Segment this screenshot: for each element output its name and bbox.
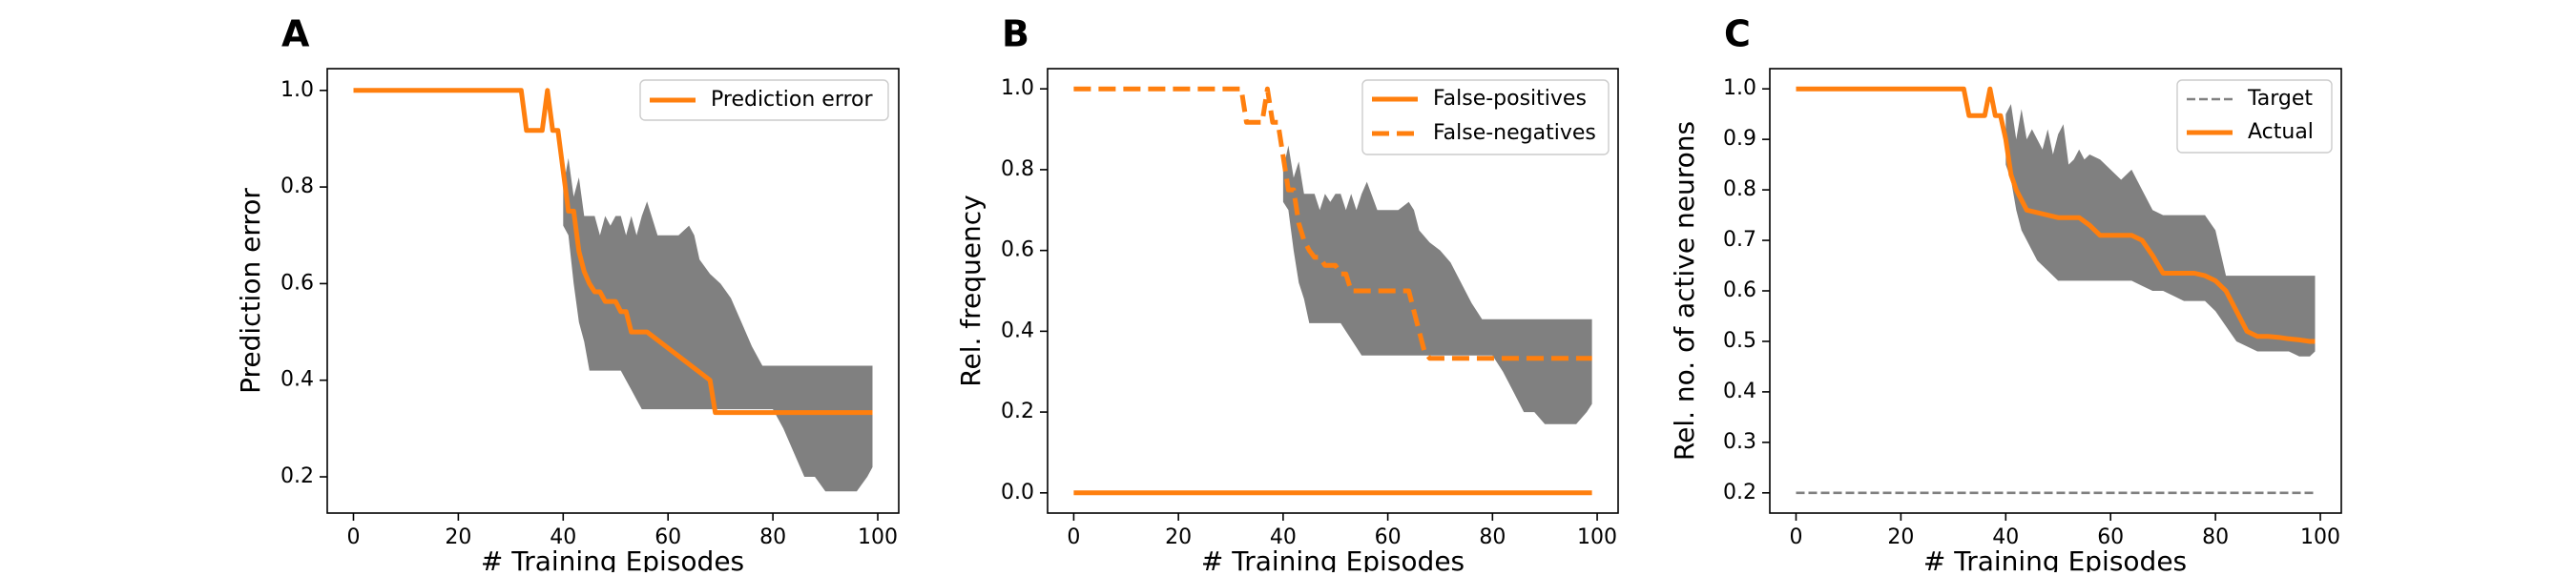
panel-b: B 0 20 40 60 80 100 0.0 0.2 0.4 0.6 0.8 1.0 # Trai… <box>955 13 1619 576</box>
panel-b-series-false-negatives <box>1073 86 1592 361</box>
panel-b-x-tick-label: 0 <box>1067 525 1080 549</box>
panel-c: C 0 20 40 60 80 100 0.2 0.3 0.4 0.5 0.6 0.7 0.8 0.9 1… <box>1669 13 2342 576</box>
panel-c-x-axis-label: # Training Episodes <box>1923 545 2187 572</box>
panel-b-y-tick-label: 0.8 <box>1001 157 1034 181</box>
panel-c-x-tick-label: 80 <box>2202 525 2229 549</box>
panel-c-y-tick-label: 0.4 <box>1723 380 1756 403</box>
panel-c-y-tick-label: 0.2 <box>1723 481 1756 504</box>
panel-a-y-tick-label: 1.0 <box>280 78 314 102</box>
panel-b-y-ticks: 0.0 0.2 0.4 0.6 0.8 1.0 <box>1001 76 1048 504</box>
panel-b-x-tick-label: 20 <box>1165 525 1192 549</box>
panel-b-y-tick-label: 0.2 <box>1001 400 1034 423</box>
panel-a-x-tick-label: 0 <box>346 525 360 549</box>
panel-c-legend-label-actual: Actual <box>2248 120 2314 144</box>
panel-a: A 0 20 40 60 80 100 0.2 0.4 0.6 0.8 1.0 # Trainin… <box>235 13 900 576</box>
panel-b-series-layer <box>1073 86 1592 496</box>
panel-b-y-tick-label: 0.6 <box>1001 238 1034 262</box>
panel-c-x-tick-label: 20 <box>1887 525 1914 549</box>
panel-a-x-tick-label: 20 <box>445 525 471 549</box>
panel-c-x-tick-label: 0 <box>1789 525 1802 549</box>
panel-c-legend: Target Actual <box>2176 79 2333 154</box>
panel-a-y-axis-label: Prediction error <box>235 188 266 394</box>
panel-b-uncertainty-band <box>1282 145 1592 424</box>
panel-c-x-ticks: 0 20 40 60 80 100 <box>1789 513 2340 549</box>
panel-a-legend-box <box>639 79 889 121</box>
panel-c-y-tick-label: 0.5 <box>1723 329 1756 353</box>
panel-c-series-actual <box>1796 86 2316 344</box>
panel-c-y-tick-label: 0.8 <box>1723 177 1756 201</box>
panel-c-uncertainty-band <box>2005 104 2316 357</box>
panel-c-series-layer <box>1796 86 2316 495</box>
panel-b-legend-label-false-positives: False-positives <box>1433 87 1587 111</box>
panel-c-y-tick-label: 1.0 <box>1723 76 1756 100</box>
panel-c-x-tick-label: 40 <box>1992 525 2019 549</box>
panel-c-legend-label-target: Target <box>2247 87 2313 111</box>
panel-a-y-ticks: 0.2 0.4 0.6 0.8 1.0 <box>280 78 327 488</box>
panel-a-x-tick-label: 100 <box>858 525 898 549</box>
panel-a-x-tick-label: 60 <box>654 525 681 549</box>
panel-a-y-tick-label: 0.2 <box>280 464 314 488</box>
panel-b-letter: B <box>1002 13 1029 55</box>
panel-a-y-tick-label: 0.6 <box>280 271 314 295</box>
panel-c-y-tick-label: 0.7 <box>1723 228 1756 252</box>
panel-b-x-tick-label: 100 <box>1577 525 1617 549</box>
panel-c-y-tick-label: 0.3 <box>1723 430 1756 454</box>
panel-b-x-ticks: 0 20 40 60 80 100 <box>1067 513 1617 549</box>
panel-a-y-tick-label: 0.8 <box>280 175 314 198</box>
panel-b-x-tick-label: 80 <box>1479 525 1506 549</box>
panel-a-letter: A <box>281 13 310 55</box>
panel-a-band-layer <box>563 157 873 492</box>
panel-a-uncertainty-band <box>563 157 873 492</box>
panel-b-x-axis-label: # Training Episodes <box>1201 545 1465 572</box>
panel-c-letter: C <box>1724 13 1751 55</box>
panel-b-legend-box <box>1361 79 1610 155</box>
panel-b-band-layer <box>1282 145 1592 424</box>
panel-c-x-tick-label: 100 <box>2300 525 2340 549</box>
panel-a-series-prediction-error <box>353 88 873 416</box>
panel-a-plot-frame <box>326 68 900 514</box>
panel-b-y-tick-label: 1.0 <box>1001 76 1034 100</box>
panel-b-plot-frame <box>1047 68 1619 514</box>
panel-a-legend: Prediction error <box>639 79 889 121</box>
panel-c-y-ticks: 0.2 0.3 0.4 0.5 0.6 0.7 0.8 0.9 1.0 <box>1723 76 1770 504</box>
panel-b-y-tick-label: 0.4 <box>1001 319 1034 342</box>
panel-b-y-tick-label: 0.0 <box>1001 481 1034 504</box>
panel-c-band-layer <box>2005 104 2316 357</box>
panel-a-x-axis-label: # Training Episodes <box>481 545 744 572</box>
panel-b-x-tick-label: 60 <box>1375 525 1402 549</box>
panel-a-y-tick-label: 0.4 <box>280 368 314 392</box>
panel-c-y-axis-label: Rel. no. of active neurons <box>1669 121 1700 461</box>
panel-b-legend: False-positives False-negatives <box>1361 79 1610 155</box>
panel-a-legend-label-prediction-error: Prediction error <box>711 88 873 112</box>
panel-b-x-tick-label: 40 <box>1270 525 1297 549</box>
panel-b-y-axis-label: Rel. frequency <box>955 195 987 386</box>
panel-a-series-layer <box>353 88 873 416</box>
panel-a-x-ticks: 0 20 40 60 80 100 <box>346 513 898 549</box>
panel-c-y-tick-label: 0.6 <box>1723 278 1756 302</box>
panel-c-y-tick-label: 0.9 <box>1723 127 1756 151</box>
panel-a-x-tick-label: 80 <box>759 525 786 549</box>
panel-c-x-tick-label: 60 <box>2097 525 2124 549</box>
panel-a-x-tick-label: 40 <box>550 525 576 549</box>
panel-b-legend-label-false-negatives: False-negatives <box>1433 121 1596 145</box>
